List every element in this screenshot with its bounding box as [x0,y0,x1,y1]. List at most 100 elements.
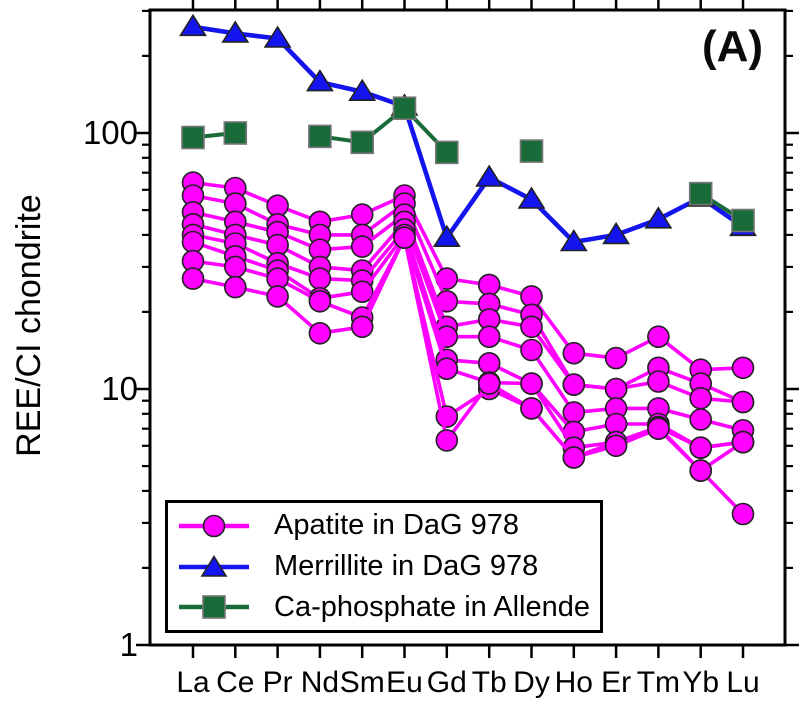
apatite-3-pt-Yb [689,386,713,410]
apatite-6-pt-Gd [435,357,459,381]
x-tick-label-Yb: Yb [682,666,719,699]
apatite-3-pt-Sm [350,235,374,258]
ca-phosphate-allende-pt-Dy [519,139,544,163]
ca-phosphate-swatch [176,593,252,621]
apatite-8-pt-Tb [477,372,501,395]
x-tick-label-Tb: Tb [472,666,507,699]
merrillite-pt-Nd [305,69,334,92]
apatite-4-pt-Yb [689,408,713,431]
apatite-1-pt-Tb [477,273,501,297]
apatite-3-pt-Ho [562,373,586,396]
apatite-5-pt-Tb [477,351,501,375]
merrillite-pt-Gd [432,224,461,247]
legend-item-ca-phosphate: Ca-phosphate in Allende [176,587,600,627]
x-tick-label-Lu: Lu [726,666,759,699]
merrillite-pt-Ce [221,20,250,43]
apatite-8-pt-Eu [393,226,416,249]
apatite-7-pt-Lu [731,430,755,454]
legend-label-merrillite: Merrillite in DaG 978 [274,550,539,582]
x-tick-label-Tm: Tm [637,666,680,699]
merrillite-pt-Er [602,221,631,245]
x-tick-label-Eu: Eu [386,666,423,699]
swatch-triangle [200,554,228,577]
apatite-3-pt-Dy [520,315,543,339]
merrillite-pt-Sm [348,78,377,101]
apatite-1-pt-Ho [562,341,586,365]
apatite-swatch [176,512,252,540]
triangle-swatch-icon [179,554,249,577]
merrillite-pt-Tm [644,206,673,229]
apatite-1-pt-Tm [647,325,670,349]
legend: Apatite in DaG 978 Merrillite in DaG 978… [165,500,603,633]
x-tick-label-Pr: Pr [263,666,293,699]
ca-phosphate-allende-pt-Gd [434,140,459,165]
legend-item-merrillite: Merrillite in DaG 978 [176,547,600,587]
ca-phosphate-allende-pt-Nd [308,124,332,149]
y-tick-label-100: 100 [83,114,138,151]
apatite-1-pt-Sm [350,203,374,226]
apatite-8-pt-Dy [520,397,543,420]
x-tick-label-La: La [176,666,210,699]
ca-phosphate-allende-pt-Yb [688,181,713,206]
apatite-6-pt-Yb [689,436,713,460]
series-apatite-8 [181,226,755,526]
ca-phosphate-allende-pt-La [181,125,205,150]
x-tick-label-Ce: Ce [216,666,254,699]
square-swatch-icon [179,595,249,620]
apatite-8-pt-Tm [647,417,670,441]
apatite-8-pt-Pr [266,285,289,308]
apatite-8-pt-Sm [350,315,374,339]
ca-phosphate-allende-pt-Eu [392,96,417,120]
apatite-4-pt-Dy [520,338,543,362]
apatite-6-pt-Dy [520,372,543,395]
series-apatite-3 [181,201,755,414]
apatite-8-pt-Yb [689,459,713,482]
apatite-5-pt-Nd [308,267,332,290]
apatite-4-pt-Ho [562,401,586,424]
ca-phosphate-allende-pt-Ce [223,121,248,145]
apatite-8-pt-Er [604,434,628,458]
apatite-4-pt-Tb [477,325,501,349]
merrillite-pt-Ho [559,228,588,252]
x-tick-label-Sm: Sm [340,666,385,699]
apatite-8-pt-Nd [308,321,332,345]
x-tick-label-Ho: Ho [555,666,593,699]
x-tick-label-Dy: Dy [513,666,550,699]
swatch-circle [202,514,226,538]
legend-label-ca-phosphate: Ca-phosphate in Allende [274,590,591,623]
apatite-3-pt-Tm [647,370,670,393]
merrillite-swatch [176,553,252,581]
legend-item-apatite: Apatite in DaG 978 [176,506,600,546]
apatite-6-pt-La [181,230,205,254]
apatite-8-pt-Ho [562,446,586,469]
series-merrillite [179,13,757,252]
apatite-8-pt-La [181,267,205,290]
apatite-6-pt-Sm [350,280,374,304]
swatch-square [202,595,226,620]
apatite-3-pt-Lu [731,390,755,414]
x-tick-label-Gd: Gd [427,666,467,699]
panel-label: (A) [702,22,764,71]
plot-frame [148,8,787,647]
y-tick-label-10: 10 [101,370,138,407]
x-tick-label-Er: Er [601,666,631,699]
apatite-7-pt-Nd [308,289,332,313]
apatite-7-pt-Ce [224,255,247,279]
x-tick-label-Nd: Nd [301,666,339,699]
merrillite-pt-Tb [475,164,504,187]
series-apatite-4 [181,210,755,442]
ca-phosphate-allende-pt-Lu [731,208,755,233]
apatite-1-pt-Er [604,346,628,370]
merrillite-pt-Pr [263,25,292,48]
merrillite-pt-La [179,13,207,37]
legend-label-apatite: Apatite in DaG 978 [274,509,520,542]
apatite-8-pt-Gd [435,429,459,452]
merrillite-pt-Dy [517,186,546,209]
y-tick-label-1: 1 [120,626,138,663]
series-ca-phosphate-allende [181,96,755,233]
apatite-3-pt-Er [604,377,628,401]
circle-swatch-icon [179,514,249,538]
apatite-8-pt-Ce [224,275,247,299]
